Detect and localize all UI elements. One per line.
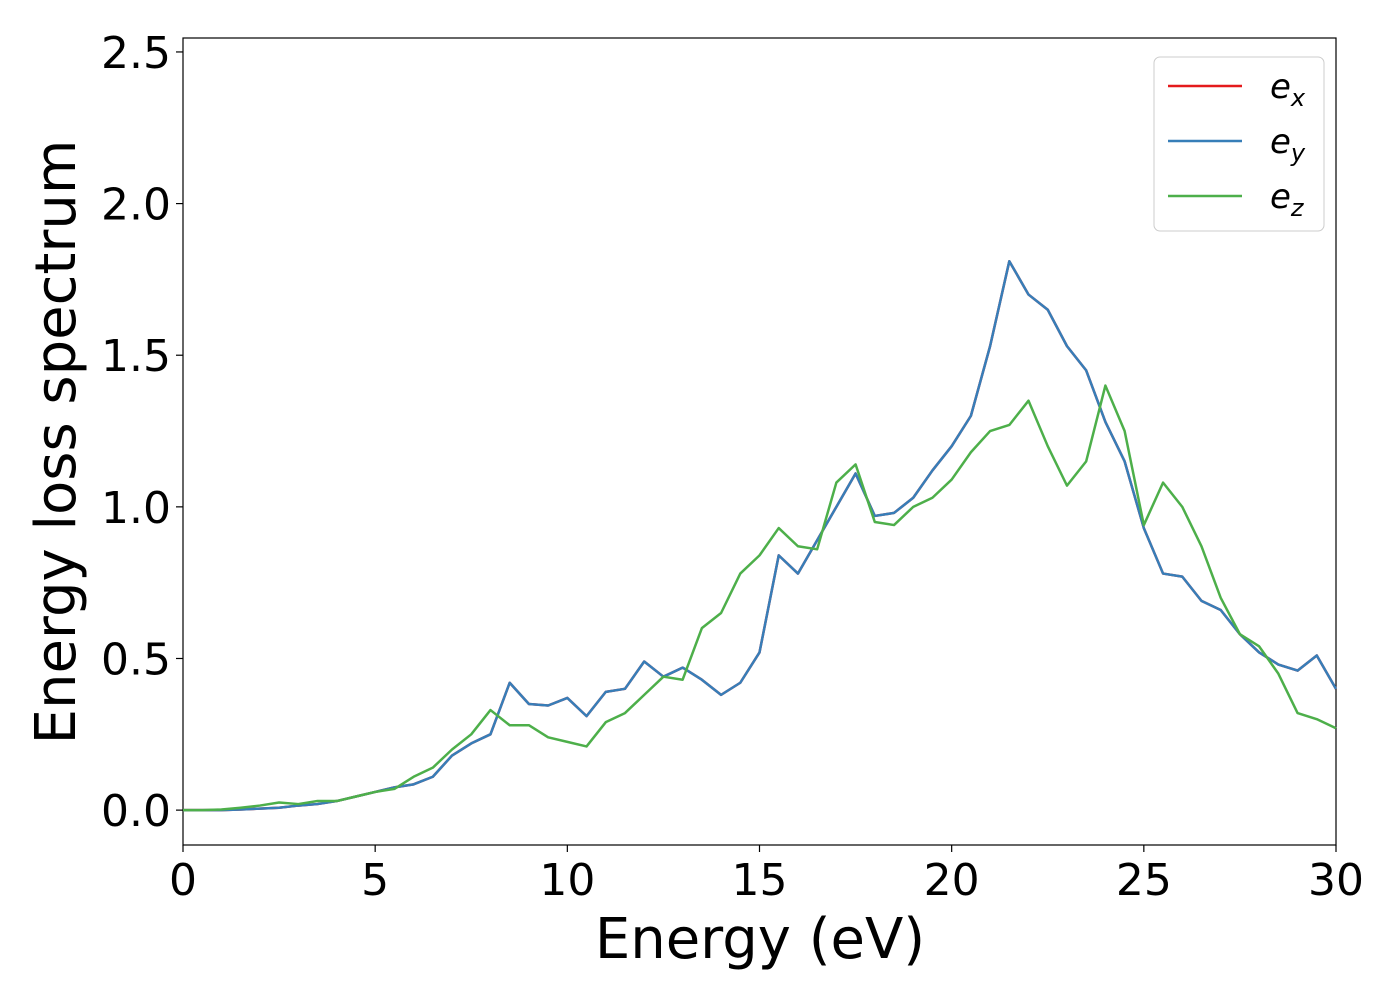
legend-box — [1153, 56, 1325, 232]
y-tick-label: 0.0 — [101, 786, 171, 837]
x-tick-label: 15 — [732, 855, 788, 906]
legend-sub: y — [1290, 139, 1306, 167]
x-tick-label: 20 — [924, 855, 980, 906]
x-tick-label: 0 — [169, 855, 197, 906]
y-tick-label: 2.0 — [101, 180, 171, 231]
legend-sub: z — [1290, 194, 1305, 222]
series-line — [183, 259, 1338, 812]
legend-label: ex — [1270, 67, 1306, 112]
legend-base: e — [1270, 177, 1291, 217]
legend-sub: x — [1290, 84, 1306, 112]
x-axis-label: Energy (eV) — [595, 907, 925, 972]
x-tick-label: 25 — [1116, 855, 1172, 906]
y-tick-label: 1.5 — [101, 331, 171, 382]
legend-label: ey — [1270, 122, 1306, 167]
y-tick-label: 2.5 — [101, 28, 171, 79]
legend-base: e — [1270, 122, 1291, 162]
x-tick-label: 30 — [1308, 855, 1364, 906]
series-line — [183, 259, 1338, 812]
y-tick-label: 0.5 — [101, 634, 171, 685]
y-axis-label: Energy loss spectrum — [24, 140, 89, 745]
series-line — [183, 384, 1337, 812]
legend-label: ez — [1270, 177, 1305, 222]
legend-base: e — [1270, 67, 1291, 107]
x-tick-label: 5 — [361, 855, 389, 906]
y-tick-label: 1.0 — [101, 483, 171, 534]
x-tick-label: 10 — [539, 855, 595, 906]
